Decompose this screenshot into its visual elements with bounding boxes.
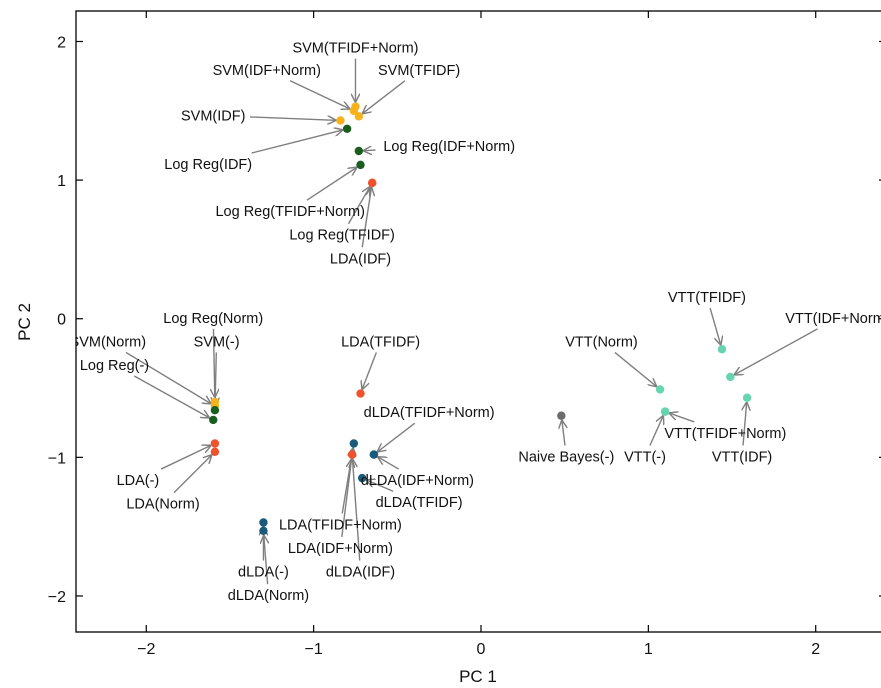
data-point bbox=[210, 406, 220, 415]
annotation-arrow bbox=[306, 168, 356, 201]
point-label: LDA(TFIDF+Norm) bbox=[279, 517, 402, 533]
point-label: Log Reg(-) bbox=[80, 358, 149, 374]
point-label: LDA(-) bbox=[117, 473, 160, 489]
x-axis-label: PC 1 bbox=[459, 667, 497, 686]
y-axis-label: PC 2 bbox=[15, 303, 34, 341]
data-point bbox=[726, 372, 735, 382]
data-point bbox=[660, 407, 670, 416]
annotation-arrow bbox=[364, 150, 376, 151]
point-label: Log Reg(IDF) bbox=[164, 157, 252, 173]
data-point bbox=[557, 411, 566, 420]
x-tick-label: 2 bbox=[811, 641, 820, 658]
annotation-arrow bbox=[264, 536, 268, 585]
point-label: Log Reg(Norm) bbox=[163, 311, 263, 327]
point-label: LDA(IDF+Norm) bbox=[288, 541, 393, 557]
annotation-arrow bbox=[352, 460, 361, 561]
x-tick-label: −1 bbox=[305, 641, 323, 658]
data-point bbox=[356, 389, 365, 398]
data-point bbox=[259, 526, 268, 536]
annotation-arrow bbox=[341, 460, 352, 538]
point-label: Log Reg(TFIDF) bbox=[289, 228, 395, 244]
data-point bbox=[347, 450, 357, 459]
point-label: LDA(TFIDF) bbox=[341, 334, 420, 350]
point-label: VTT(IDF+Norm) bbox=[785, 311, 881, 327]
annotation-arrow bbox=[362, 352, 378, 388]
point-label: VTT(Norm) bbox=[565, 334, 638, 350]
annotation-arrow bbox=[378, 457, 399, 470]
annotation-arrow bbox=[562, 421, 565, 446]
data-point bbox=[349, 106, 359, 116]
data-point bbox=[336, 116, 345, 125]
point-label: LDA(Norm) bbox=[126, 497, 199, 513]
annotation-arrow bbox=[670, 413, 695, 423]
data-point bbox=[357, 473, 367, 483]
annotation-arrow bbox=[251, 130, 343, 154]
data-point bbox=[369, 450, 379, 459]
annotation-arrow bbox=[173, 455, 211, 494]
annotation-arrow bbox=[160, 446, 210, 470]
data-point bbox=[210, 447, 220, 456]
annotation-arrow bbox=[289, 80, 349, 109]
annotation-arrow bbox=[649, 416, 663, 446]
point-label: SVM(TFIDF) bbox=[378, 63, 460, 79]
x-tick-label: 0 bbox=[477, 641, 486, 658]
annotation-arrow bbox=[743, 403, 747, 446]
annotation-arrow bbox=[614, 351, 656, 386]
point-label: VTT(-) bbox=[624, 450, 666, 466]
data-point bbox=[349, 439, 359, 448]
data-point bbox=[717, 345, 727, 354]
y-tick-label: 1 bbox=[57, 173, 66, 190]
annotation-arrow bbox=[213, 328, 214, 397]
point-label: dLDA(-) bbox=[238, 565, 289, 581]
annotation-arrow bbox=[133, 375, 209, 417]
y-tick-label: −1 bbox=[48, 450, 66, 467]
point-label: SVM(IDF) bbox=[181, 109, 245, 125]
annotation-arrow bbox=[709, 307, 720, 344]
y-tick-label: 0 bbox=[57, 312, 66, 329]
point-label: dLDA(IDF+Norm) bbox=[361, 473, 474, 489]
point-label: Log Reg(IDF+Norm) bbox=[383, 139, 515, 155]
point-label: dLDA(IDF) bbox=[326, 565, 395, 581]
y-tick-label: 2 bbox=[57, 34, 66, 51]
point-label: VTT(IDF) bbox=[712, 450, 772, 466]
annotation-arrow bbox=[735, 328, 818, 375]
annotation-arrow bbox=[361, 188, 371, 248]
point-label: Naive Bayes(-) bbox=[518, 450, 614, 466]
annotation-arrow bbox=[378, 422, 416, 451]
data-point bbox=[742, 393, 752, 402]
annotation-arrow bbox=[215, 352, 216, 405]
data-point bbox=[259, 518, 268, 527]
x-tick-label: −2 bbox=[137, 641, 155, 658]
annotation-arrow bbox=[125, 351, 211, 403]
data-point bbox=[210, 439, 220, 448]
annotation-arrow bbox=[250, 117, 335, 120]
data-point bbox=[354, 146, 364, 156]
point-label: VTT(TFIDF+Norm) bbox=[664, 426, 786, 442]
data-point bbox=[356, 160, 365, 170]
data-point bbox=[209, 415, 218, 425]
point-label: SVM(IDF+Norm) bbox=[213, 63, 321, 79]
y-tick-label: −2 bbox=[48, 589, 66, 606]
data-point bbox=[354, 112, 364, 121]
point-label: dLDA(TFIDF+Norm) bbox=[364, 405, 495, 421]
point-label: LDA(IDF) bbox=[330, 251, 391, 267]
x-tick-label: 1 bbox=[644, 641, 653, 658]
point-label: SVM(TFIDF+Norm) bbox=[292, 41, 418, 57]
point-label: dLDA(Norm) bbox=[228, 588, 309, 604]
axis-ticks: −2 −1 0 1 2 −2 −1 0 1 2 bbox=[48, 11, 881, 658]
annotation-arrow bbox=[367, 480, 394, 492]
point-label: SVM(-) bbox=[194, 334, 240, 350]
data-points bbox=[209, 102, 752, 536]
annotation-arrow bbox=[363, 80, 406, 114]
point-labels: SVM(TFIDF+Norm) SVM(IDF+Norm) SVM(TFIDF) SV… bbox=[70, 41, 881, 605]
point-label: SVM(Norm) bbox=[70, 334, 147, 350]
data-point bbox=[368, 178, 377, 188]
data-point bbox=[342, 124, 352, 134]
point-label: VTT(TFIDF) bbox=[668, 290, 746, 306]
data-point bbox=[655, 385, 665, 394]
point-label: dLDA(TFIDF) bbox=[376, 495, 463, 511]
point-label: Log Reg(TFIDF+Norm) bbox=[215, 204, 364, 220]
